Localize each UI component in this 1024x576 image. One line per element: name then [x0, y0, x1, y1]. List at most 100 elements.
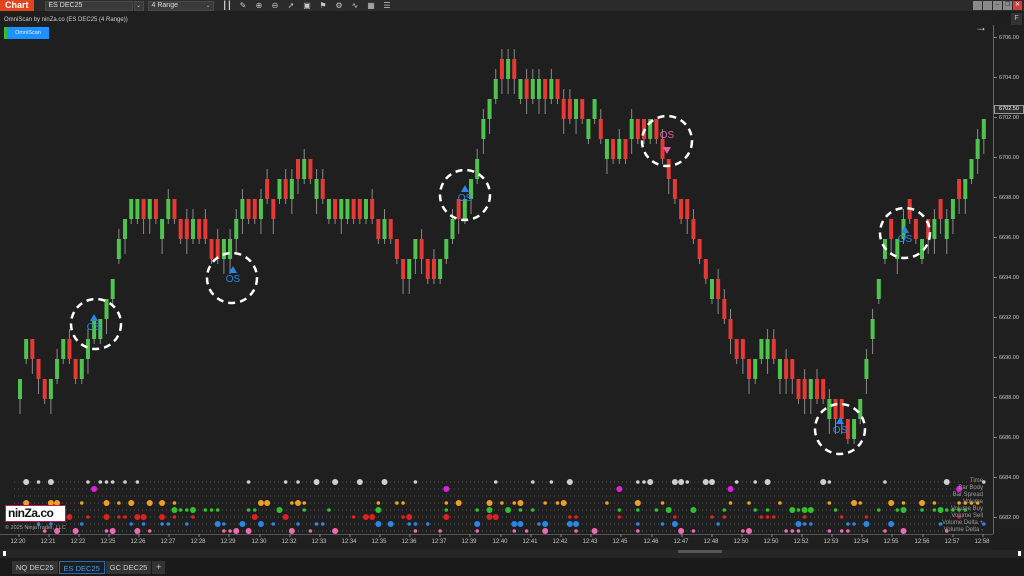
template-icon[interactable]: ▣: [303, 0, 311, 10]
pointer-icon[interactable]: ➚: [287, 0, 295, 10]
price-tick: 6700.00: [994, 155, 1019, 161]
minimize-icon[interactable]: –: [993, 1, 1002, 10]
zoom-in-icon[interactable]: ⊕: [255, 0, 263, 10]
scan-row-label: Bar Body: [958, 485, 983, 491]
scroll-thumb[interactable]: [678, 550, 722, 553]
scan-dot: [764, 479, 771, 485]
indicator-icon[interactable]: ∿: [351, 0, 359, 10]
candle-down: [524, 79, 529, 99]
scan-dot: [245, 528, 252, 534]
period-selector[interactable]: 4 Range ⌄: [147, 0, 214, 11]
scan-dot: [518, 508, 523, 512]
close-icon[interactable]: ✕: [1013, 1, 1022, 10]
scroll-left-handle[interactable]: [3, 551, 6, 556]
price-tick: 6698.00: [994, 195, 1019, 201]
candle-down: [555, 79, 560, 99]
price-chart[interactable]: [0, 11, 993, 534]
candle-down: [839, 399, 844, 419]
scan-dot: [443, 486, 450, 492]
scan-dot: [282, 514, 289, 520]
scan-dot: [944, 529, 949, 533]
instrument-tab-nq-dec25[interactable]: NQ DEC25: [12, 560, 58, 574]
add-tab-button[interactable]: +: [152, 560, 166, 574]
price-tick: 6684.00: [994, 475, 1019, 481]
candle-down: [67, 339, 72, 359]
scan-dot: [283, 480, 288, 484]
time-tick: 12:46: [643, 534, 659, 545]
instrument-tab-gc-dec25[interactable]: GC DEC25: [105, 560, 152, 574]
scan-dot: [129, 522, 134, 526]
scan-dot: [475, 508, 479, 512]
arrow-right-icon[interactable]: →: [975, 20, 987, 34]
strategy-icon[interactable]: ⚙: [335, 0, 343, 10]
scan-dot: [982, 522, 986, 526]
scan-dot: [36, 480, 41, 484]
time-axis[interactable]: 12:20 12:21 12:22 12:25 12:26 12:27 12:28 12:29…: [0, 534, 993, 550]
candle-up: [765, 339, 770, 359]
time-tick: 12:41: [522, 534, 538, 545]
current-price-marker: 6702.50: [994, 105, 1024, 114]
candle-down: [796, 379, 801, 399]
candle-up: [932, 219, 937, 239]
candle-down: [771, 339, 776, 359]
price-tick: 6702.00: [994, 115, 1019, 121]
scan-dot: [23, 500, 30, 506]
candle-down: [611, 139, 616, 159]
time-tick: 12:50: [733, 534, 749, 545]
scan-dot: [147, 529, 152, 533]
scan-dot: [982, 480, 986, 484]
chart-panel[interactable]: [0, 11, 993, 534]
scan-dot: [846, 529, 850, 533]
scan-dot: [685, 480, 690, 484]
candle-down: [431, 259, 436, 279]
scan-dot: [716, 522, 720, 526]
scan-dot: [413, 480, 418, 484]
scan-dot: [369, 514, 376, 520]
candle-up: [592, 99, 597, 119]
scan-dot: [691, 529, 696, 533]
list-icon[interactable]: ☰: [383, 0, 391, 10]
scan-dot: [375, 507, 382, 513]
scan-dot: [900, 528, 907, 534]
scroll-right-handle[interactable]: [1018, 551, 1021, 556]
tile-icon[interactable]: [983, 1, 992, 10]
scan-dot: [702, 479, 709, 485]
fixed-scale-button[interactable]: F: [1011, 13, 1022, 25]
candle-down: [580, 99, 585, 119]
scan-dot: [444, 508, 449, 512]
candle-down: [938, 199, 943, 219]
candle-down: [512, 59, 517, 79]
signal-label: OS: [832, 425, 848, 436]
scan-dot: [969, 501, 974, 505]
candle-up: [709, 279, 714, 299]
flag-icon[interactable]: ⚑: [319, 0, 327, 10]
scan-dot: [833, 508, 838, 512]
zoom-out-icon[interactable]: ⊖: [271, 0, 279, 10]
indicator-label: OmniScan by ninZa.co (ES DEC25 (4 Range)…: [4, 17, 128, 23]
scan-dot: [511, 521, 518, 527]
chart-window-tab[interactable]: Chart: [0, 0, 34, 11]
scan-dot: [807, 507, 814, 513]
instrument-dropdown-button[interactable]: ⌄: [133, 0, 144, 11]
instrument-selector[interactable]: ES DEC25: [44, 0, 133, 11]
price-axis[interactable]: 6706.00 6704.00 6702.00 6700.00 6698.00 6696.…: [993, 25, 1024, 534]
scan-dot: [671, 521, 678, 527]
scan-dot: [36, 522, 41, 526]
scan-dot: [351, 515, 356, 519]
scan-dot: [172, 515, 177, 519]
bar-type-icon[interactable]: ┃┃: [222, 0, 232, 10]
instrument-tab-es-dec25[interactable]: ES DEC25: [58, 560, 105, 574]
properties-icon[interactable]: ▦: [367, 0, 375, 10]
candle-up: [963, 179, 968, 199]
scan-dot: [134, 528, 141, 534]
restore-icon[interactable]: ❐: [1003, 1, 1012, 10]
omniscan-button[interactable]: OmniScan: [4, 27, 49, 39]
candle-up: [536, 79, 541, 99]
scan-dot: [796, 529, 801, 533]
pencil-icon[interactable]: ✎: [239, 0, 247, 10]
minimize-all-icon[interactable]: [973, 1, 982, 10]
horizontal-scrollbar[interactable]: [0, 550, 1024, 558]
scan-dot: [104, 529, 109, 533]
scan-dot: [636, 480, 640, 484]
scan-dot: [308, 529, 313, 533]
